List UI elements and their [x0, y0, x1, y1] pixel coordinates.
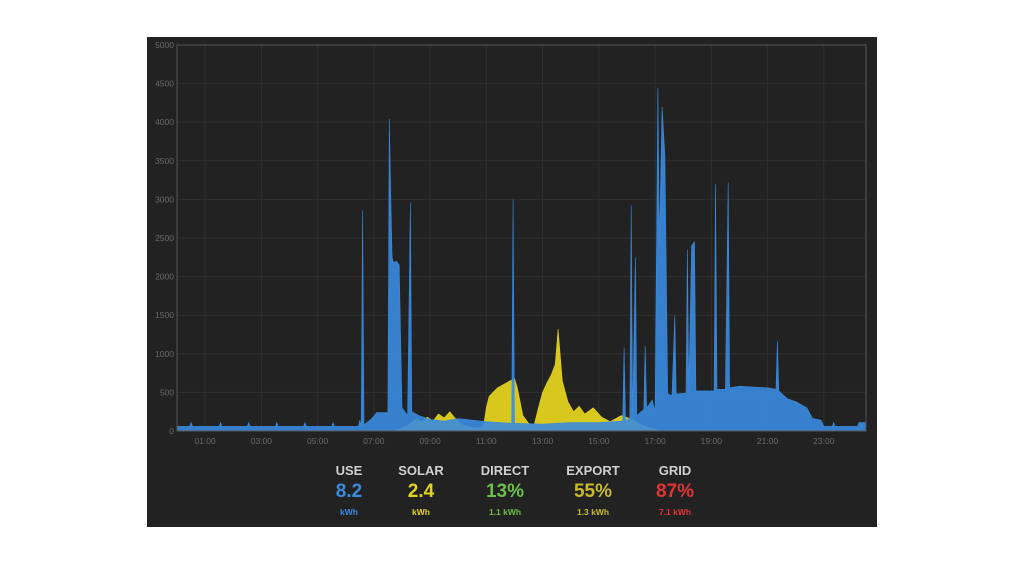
y-tick-label: 1000 [155, 349, 174, 359]
x-tick-label: 07:00 [363, 436, 385, 446]
stat-grid-energy: 7.1 kWh [658, 507, 692, 517]
stat-direct: DIRECT 13% 1.1 kWh [460, 462, 550, 519]
x-tick-label: 23:00 [813, 436, 835, 446]
stat-solar: SOLAR 2.4 kWh [376, 462, 466, 519]
x-tick-label: 01:00 [194, 436, 216, 446]
chart-grid [177, 44, 866, 432]
stat-direct-label: DIRECT [480, 463, 530, 478]
stat-export-label: EXPORT [566, 463, 620, 478]
energy-panel: 0 500 1000 1500 2000 2500 3000 3500 4000 4500 5000… [147, 37, 877, 527]
x-tick-label: 13:00 [532, 436, 554, 446]
y-tick-label: 3000 [155, 194, 174, 204]
x-axis-ticks: 01:00 03:00 05:00 07:00 09:00 11:00 13:00 15:00… [194, 436, 834, 446]
y-tick-label: 0 [169, 426, 174, 436]
y-tick-label: 4000 [155, 117, 174, 127]
x-tick-label: 05:00 [307, 436, 329, 446]
x-tick-label: 15:00 [588, 436, 610, 446]
x-tick-label: 03:00 [251, 436, 273, 446]
y-tick-label: 3500 [155, 156, 174, 166]
y-tick-label: 2000 [155, 272, 174, 282]
y-tick-label: 4500 [155, 79, 174, 89]
stat-solar-value: 2.4 [407, 481, 435, 502]
stat-direct-value: 13% [485, 481, 525, 502]
power-chart: 0 500 1000 1500 2000 2500 3000 3500 4000 4500 5000… [155, 40, 867, 446]
stat-grid: GRID 87% 7.1 kWh [630, 462, 720, 519]
stat-use-unit: kWh [340, 507, 358, 517]
solar-area [177, 329, 866, 432]
x-tick-label: 17:00 [644, 436, 666, 446]
y-tick-label: 1500 [155, 310, 174, 320]
y-tick-label: 5000 [155, 40, 174, 50]
stat-use: USE 8.2 kWh [304, 462, 394, 519]
stat-export: EXPORT 55% 1.3 kWh [548, 462, 638, 519]
y-axis-ticks: 0 500 1000 1500 2000 2500 3000 3500 4000 4500 5000 [155, 40, 174, 436]
stat-use-label: USE [335, 463, 363, 478]
stat-export-energy: 1.3 kWh [576, 507, 610, 517]
stat-grid-value: 87% [655, 481, 695, 502]
y-tick-label: 500 [160, 387, 174, 397]
use-area [176, 88, 867, 432]
chart-series [176, 88, 867, 432]
y-tick-label: 2500 [155, 233, 174, 243]
stat-export-value: 55% [573, 481, 613, 502]
x-tick-label: 09:00 [419, 436, 441, 446]
stat-use-value: 8.2 [335, 481, 363, 502]
stat-solar-unit: kWh [412, 507, 430, 517]
stat-grid-label: GRID [658, 463, 692, 478]
stat-direct-energy: 1.1 kWh [488, 507, 522, 517]
summary-stats: USE 8.2 kWh SOLAR 2.4 kWh DIRECT 13% 1.1… [147, 462, 877, 527]
x-tick-label: 21:00 [757, 436, 779, 446]
stat-solar-label: SOLAR [398, 463, 444, 478]
x-tick-label: 19:00 [701, 436, 723, 446]
x-tick-label: 11:00 [476, 436, 497, 446]
chart-frame [176, 44, 867, 432]
